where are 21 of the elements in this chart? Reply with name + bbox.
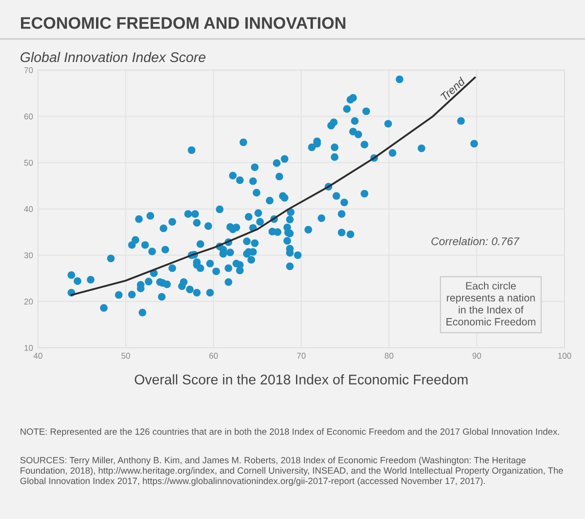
text: NOTE: Represented are the 126 countries that are in both the 2018 Index of Economic Freedom and the 2017 Global Innovation Index. bbox=[20, 428, 560, 437]
x-tick-label: 100 bbox=[558, 352, 572, 359]
y-axis-title: Global Innovation Index Score bbox=[20, 52, 206, 62]
x-tick-label: 70 bbox=[297, 352, 306, 359]
y-tick-label: 20 bbox=[24, 298, 33, 305]
y-tick-label: 40 bbox=[24, 206, 33, 212]
y-tick-label: 10 bbox=[24, 344, 33, 351]
annotation: Each circle represents a nation in the Index of Economic Freedom bbox=[446, 282, 536, 326]
annotation: Correlation: 0.767 bbox=[431, 237, 520, 246]
source-note: SOURCES: Terry Miller, Anthony B. Kim, and James M. Roberts, 2018 Index of Economic Freedom (Washington: The Heritage Foundation, 2018), http://www.heritage.org/index, and Cornell University, INSEAD, and the World Intellectual Property Organization, The Global Innovation Index 2017, https://www.globalinnovationindex.org/gii-2017-report (accessed November 17, 2017). bbox=[20, 456, 563, 486]
x-axis-title: Overall Score in the 2018 Index of Economic Freedom bbox=[134, 374, 468, 384]
y-tick-label: 70 bbox=[24, 67, 33, 74]
x-tick-label: 60 bbox=[209, 352, 218, 359]
y-tick-label: 30 bbox=[24, 252, 33, 258]
y-tick-label: 50 bbox=[24, 160, 33, 166]
chart-title: ECONOMIC FREEDOM AND INNOVATION bbox=[21, 17, 346, 29]
x-tick-label: 50 bbox=[121, 352, 130, 359]
x-tick-label: 40 bbox=[34, 352, 42, 359]
x-tick-label: 90 bbox=[472, 352, 482, 359]
x-tick-label: 80 bbox=[384, 352, 394, 359]
y-tick-label: 60 bbox=[24, 114, 33, 120]
